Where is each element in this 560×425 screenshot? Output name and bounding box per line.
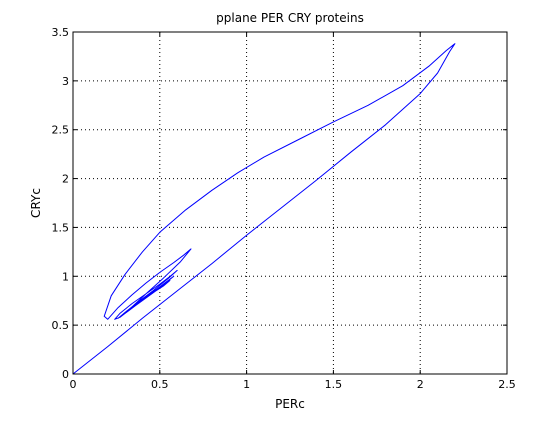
ticks [72, 31, 508, 375]
y-tick-label: 1 [62, 270, 69, 283]
plot-frame [72, 31, 508, 375]
y-tick-labels: 0 0.5 1 1.5 2 2.5 3 3.5 [52, 26, 70, 381]
y-tick-label: 3.5 [52, 26, 70, 39]
x-tick-label: 2 [417, 378, 424, 391]
plot-area [73, 32, 507, 374]
x-tick-labels: 0 0.5 1 1.5 2 2.5 [70, 378, 516, 391]
x-tick-label: 0.5 [151, 378, 169, 391]
y-tick-label: 0 [62, 368, 69, 381]
y-tick-label: 2.5 [52, 124, 70, 137]
chart-title: pplane PER CRY proteins [216, 11, 364, 25]
series-group [72, 43, 456, 375]
x-tick-label: 2.5 [498, 378, 516, 391]
x-tick-label: 0 [70, 378, 77, 391]
x-tick-label: 1.5 [325, 378, 343, 391]
x-axis-label: PERc [275, 397, 305, 411]
x-tick-label: 1 [243, 378, 250, 391]
y-tick-label: 0.5 [52, 319, 70, 332]
grid [73, 32, 507, 374]
y-axis-label: CRYc [29, 188, 43, 218]
trajectory-line [72, 43, 456, 375]
y-tick-label: 2 [62, 173, 69, 186]
y-tick-label: 3 [62, 75, 69, 88]
y-tick-label: 1.5 [52, 221, 70, 234]
